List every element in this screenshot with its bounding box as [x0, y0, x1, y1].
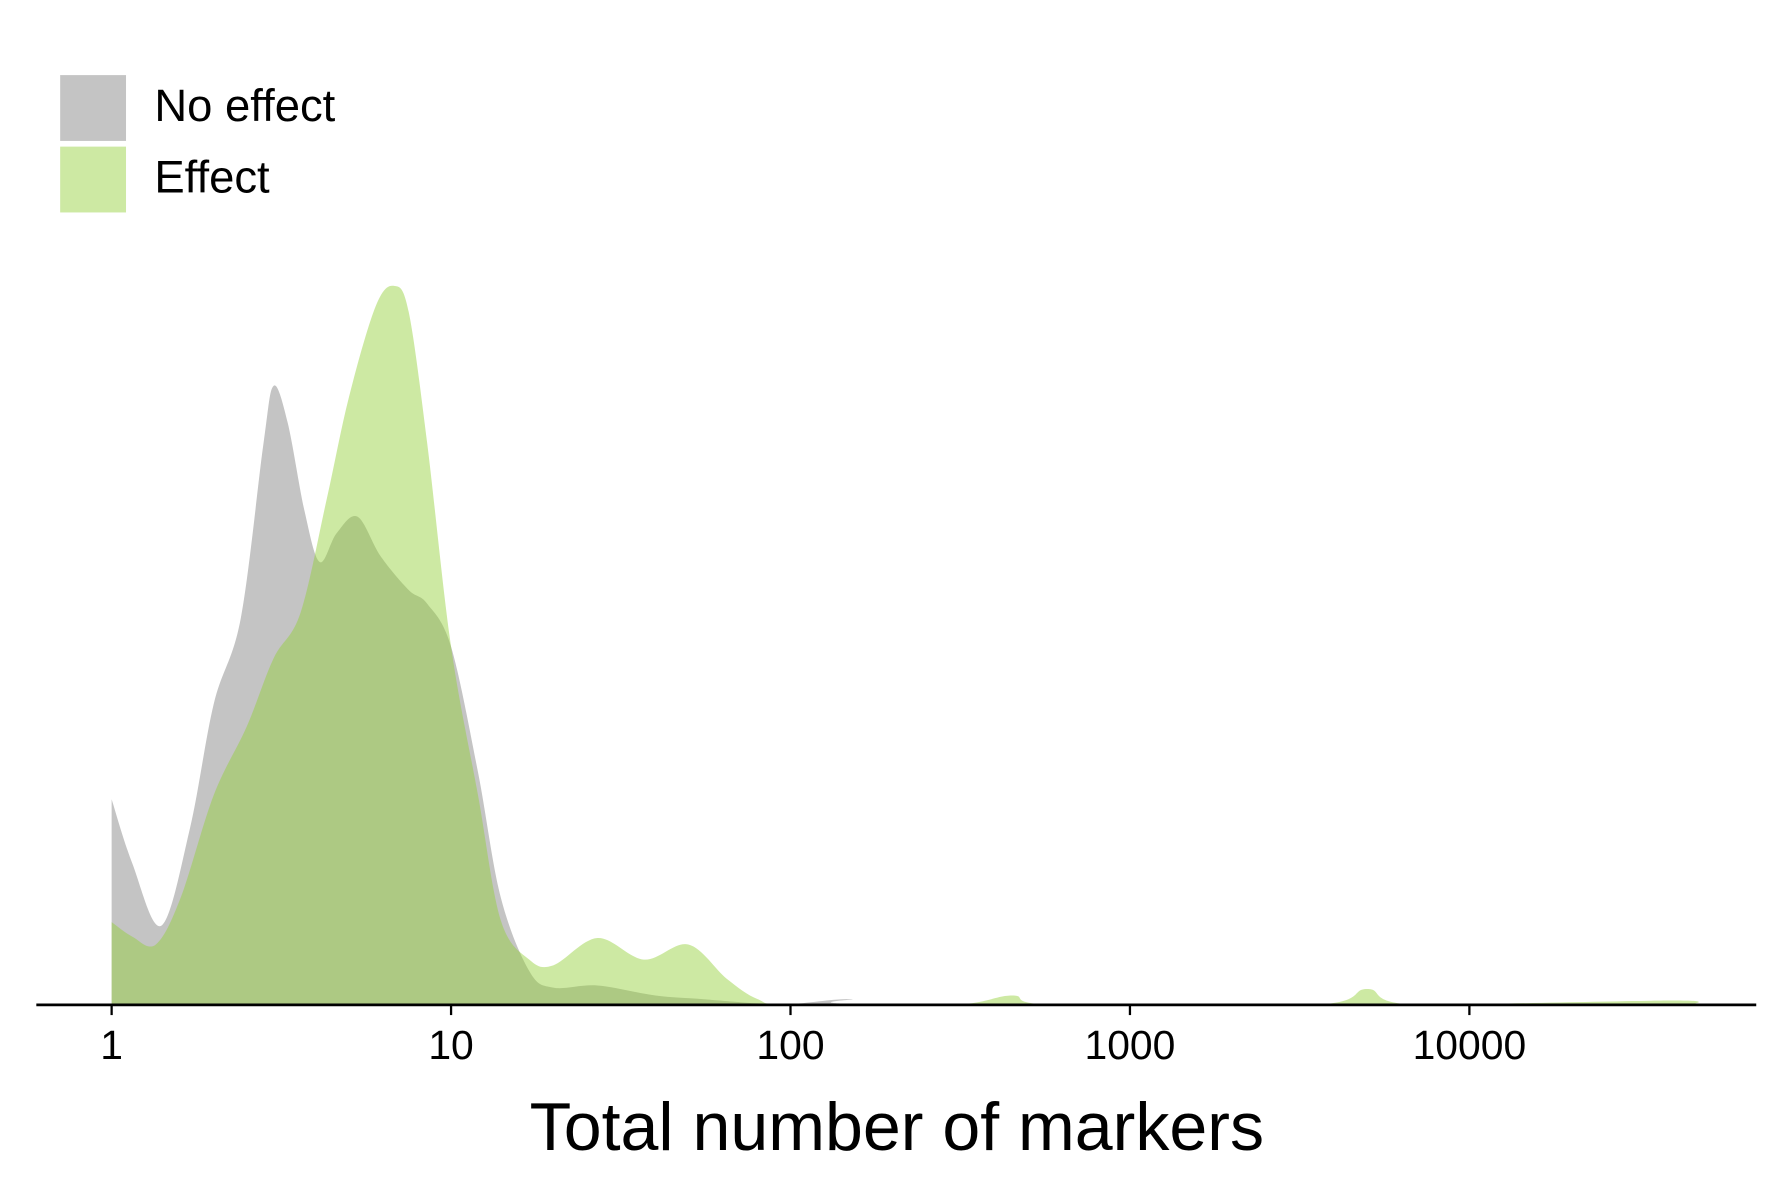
x-tick-label: 1 [100, 1022, 123, 1068]
legend-label: No effect [154, 80, 335, 131]
x-tick-label: 1000 [1084, 1022, 1175, 1068]
x-tick-label: 10000 [1413, 1022, 1527, 1068]
x-tick-label: 10 [428, 1022, 473, 1068]
density-area [111, 285, 1699, 1005]
legend-swatch [60, 146, 127, 213]
legend-swatch [60, 75, 127, 141]
density-area [111, 385, 1707, 1005]
x-axis-title: Total number of markers [530, 1089, 1264, 1165]
legend-label: Effect [154, 152, 270, 203]
x-tick-label: 100 [756, 1022, 824, 1068]
